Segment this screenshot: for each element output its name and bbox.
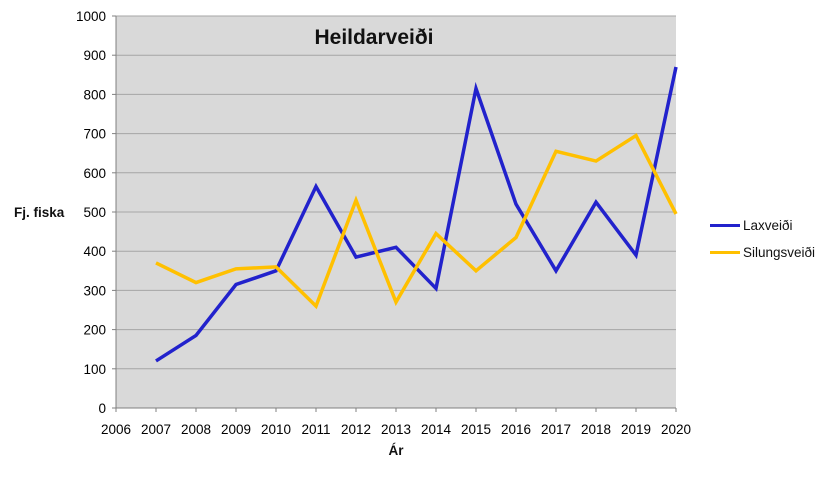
legend: Laxveiði Silungsveiði [710, 212, 815, 266]
y-tick-label: 800 [83, 87, 106, 102]
x-tick-label: 2008 [181, 422, 211, 437]
y-axis-title: Fj. fiska [14, 205, 65, 220]
x-tick-label: 2011 [301, 422, 330, 437]
y-tick-label: 200 [83, 323, 106, 338]
y-tick-label: 700 [83, 127, 106, 142]
x-tick-label: 2020 [661, 422, 691, 437]
x-tick-label: 2015 [461, 422, 491, 437]
x-tick-label: 2006 [101, 422, 131, 437]
legend-label-laxveidi: Laxveiði [743, 218, 793, 233]
x-tick-label: 2007 [141, 422, 171, 437]
y-tick-label: 100 [83, 362, 106, 377]
y-tick-label: 300 [83, 283, 106, 298]
x-tick-label: 2014 [421, 422, 452, 437]
x-tick-label: 2018 [581, 422, 611, 437]
x-tick-label: 2010 [261, 422, 291, 437]
x-tick-label: 2009 [221, 422, 251, 437]
legend-item-silungsveidi: Silungsveiði [710, 239, 815, 266]
y-tick-label: 0 [98, 401, 106, 416]
silungsveidi-line-swatch-icon [710, 251, 740, 254]
y-tick-label: 500 [83, 205, 106, 220]
y-tick-label: 900 [83, 48, 106, 63]
x-tick-label: 2016 [501, 422, 531, 437]
x-tick-label: 2017 [541, 422, 571, 437]
x-tick-label: 2019 [621, 422, 651, 437]
chart-title: Heildarveiði [314, 26, 434, 49]
legend-item-laxveidi: Laxveiði [710, 212, 815, 239]
legend-label-silungsveidi: Silungsveiði [743, 245, 816, 260]
x-axis-title: Ár [388, 443, 404, 458]
laxveidi-line-swatch-icon [710, 224, 740, 227]
y-tick-label: 600 [83, 166, 106, 181]
series-line-silungsveiði [155, 133, 678, 310]
x-tick-label: 2012 [341, 422, 371, 437]
y-tick-label: 1000 [76, 9, 106, 24]
x-tick-label: 2013 [381, 422, 411, 437]
y-tick-label: 400 [83, 244, 106, 259]
